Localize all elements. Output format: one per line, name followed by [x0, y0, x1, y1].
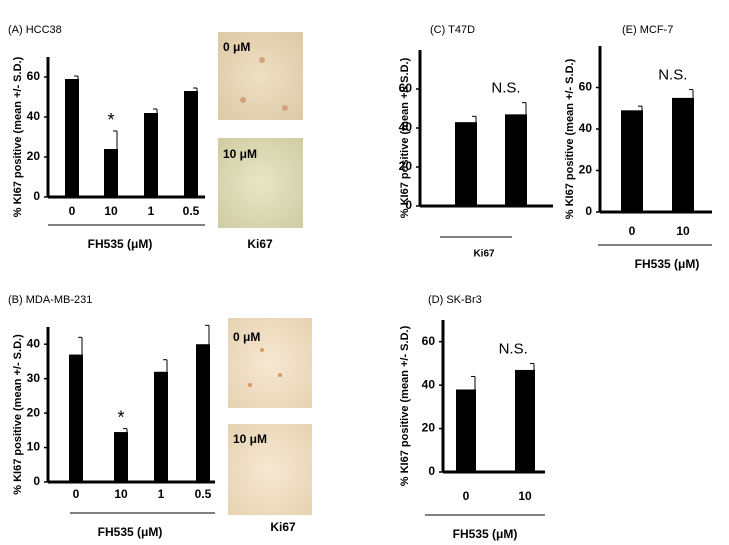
y-tick-label: 20: [422, 421, 436, 435]
bar: [144, 113, 158, 197]
micrograph: [228, 424, 312, 515]
y-tick-label: 20: [27, 149, 41, 163]
y-axis-label: % KI67 positive (mean +/- S.D.): [12, 334, 24, 495]
chart-title: (C) T47D: [430, 24, 475, 36]
bar: [114, 432, 128, 482]
micrograph: [218, 138, 303, 228]
stain-dot: [282, 105, 288, 111]
y-tick-label: 0: [33, 474, 40, 488]
bar: [184, 91, 198, 197]
micrographs: [218, 32, 312, 515]
annotation: N.S.: [491, 80, 520, 97]
micrograph: [218, 32, 303, 120]
image-label: 10 μM: [223, 147, 257, 161]
x-tick-label: 0.5: [183, 204, 200, 218]
bar: [672, 97, 694, 212]
annotation: *: [107, 110, 114, 130]
image-label: 0 μM: [223, 40, 250, 54]
y-tick-label: 40: [27, 109, 41, 123]
stain-dot: [260, 348, 264, 352]
x-tick-label: 0: [73, 487, 80, 501]
bar: [621, 110, 643, 212]
image-caption: Ki67: [270, 520, 296, 534]
annotation: N.S.: [658, 67, 687, 84]
y-axis-label: % KI67 positive (mean +/- S.D.): [399, 57, 411, 218]
x-tick-label: 1: [158, 487, 165, 501]
x-axis-label: FH535 (μM): [635, 257, 700, 271]
stain-dot: [240, 97, 246, 103]
y-tick-label: 20: [399, 159, 413, 173]
bar: [69, 354, 83, 482]
y-tick-label: 10: [27, 440, 41, 454]
x-tick-label: 10: [104, 204, 118, 218]
bar: [505, 114, 527, 206]
x-tick-label: 10: [518, 489, 532, 503]
annotation: *: [117, 407, 124, 427]
x-tick-label: 1: [148, 204, 155, 218]
y-axis-label: % KI67 positive (mean +/- S.D.): [399, 325, 411, 486]
chart-title: (A) HCC38: [8, 24, 62, 36]
x-axis-label: FH535 (μM): [453, 527, 518, 541]
chart-title: (B) MDA-MB-231: [8, 294, 92, 306]
y-tick-label: 60: [399, 81, 413, 95]
chart-title: (D) SK-Br3: [428, 294, 482, 306]
x-tick-label: 10: [676, 224, 690, 238]
y-tick-label: 0: [405, 198, 412, 212]
bar: [104, 149, 118, 197]
y-tick-label: 20: [27, 405, 41, 419]
y-axis-label: % KI67 positive (mean +/- S.D.): [12, 56, 24, 217]
y-tick-label: 40: [399, 120, 413, 134]
chart-title: (E) MCF-7: [622, 24, 673, 36]
x-tick-label: 0: [69, 204, 76, 218]
image-label: 0 μM: [233, 330, 260, 344]
x-tick-label: 0: [463, 489, 470, 503]
x-tick-label: 0.5: [195, 487, 212, 501]
y-tick-label: 40: [579, 121, 593, 135]
bar: [515, 369, 535, 472]
bar: [456, 389, 476, 472]
stain-dot: [248, 383, 252, 387]
y-tick-label: 60: [422, 334, 436, 348]
y-tick-label: 60: [579, 80, 593, 94]
y-tick-label: 0: [585, 204, 592, 218]
y-tick-label: 30: [27, 371, 41, 385]
bar: [196, 344, 210, 482]
stain-dot: [278, 373, 282, 377]
image-label: 10 μM: [233, 432, 267, 446]
micrograph: [228, 318, 312, 408]
y-tick-label: 60: [27, 69, 41, 83]
x-axis-label: FH535 (μM): [98, 525, 163, 539]
x-tick-label: 0: [629, 224, 636, 238]
annotation: N.S.: [499, 340, 528, 357]
y-tick-label: 0: [428, 464, 435, 478]
y-tick-label: 20: [579, 163, 593, 177]
y-tick-label: 40: [27, 336, 41, 350]
y-tick-label: 40: [422, 377, 436, 391]
y-axis-label: % KI67 positive (mean +/- S.D.): [564, 58, 576, 219]
y-tick-label: 0: [33, 189, 40, 203]
bar: [455, 122, 477, 206]
bar: [154, 371, 168, 482]
stain-dot: [259, 57, 265, 63]
bar: [65, 79, 79, 197]
x-axis-label: FH535 (μM): [88, 237, 153, 251]
x-tick-label: 10: [114, 487, 128, 501]
x-axis-label: Ki67: [473, 249, 495, 260]
image-caption: Ki67: [247, 237, 273, 251]
